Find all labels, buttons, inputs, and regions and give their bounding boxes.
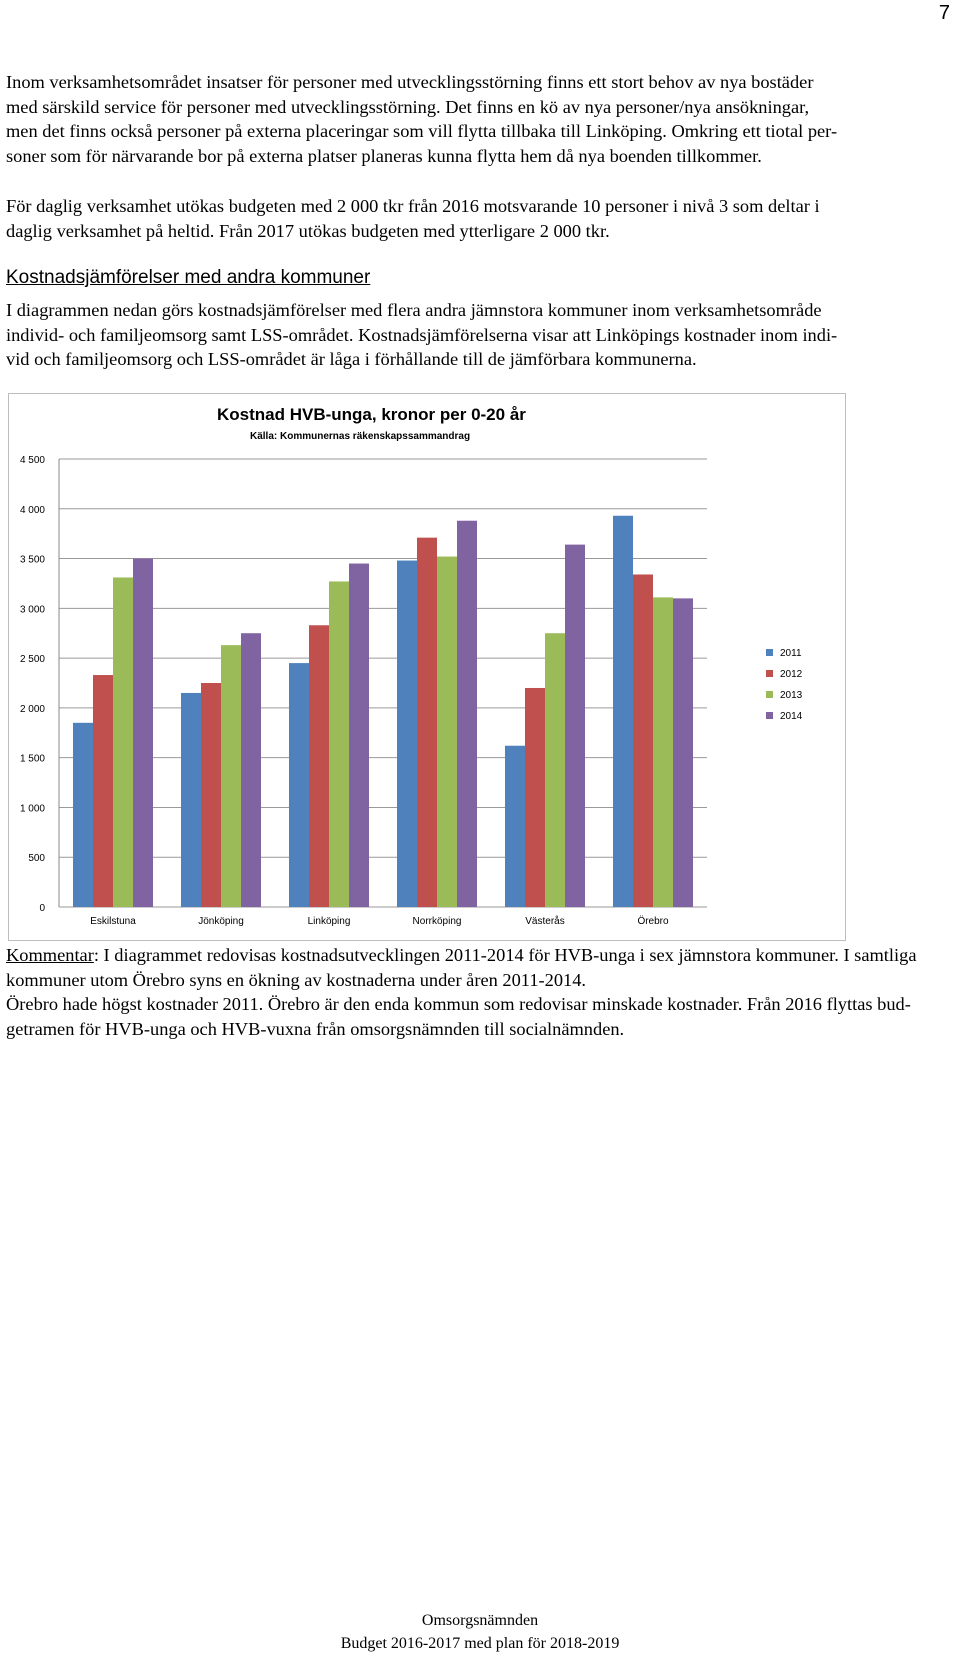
bar-2012 xyxy=(93,675,113,907)
text-line: daglig verksamhet på heltid. Från 2017 u… xyxy=(6,220,610,241)
text-line: Inom verksamhetsområdet insatser för per… xyxy=(6,72,814,92)
chart-title: Kostnad HVB-unga, kronor per 0-20 år xyxy=(217,405,526,424)
y-tick-label: 4 500 xyxy=(20,455,45,466)
x-tick-label: Västerås xyxy=(525,915,564,927)
bar-2014 xyxy=(565,544,585,907)
text-line: soner som för närvarande bor på externa … xyxy=(6,145,762,166)
y-tick-label: 1 500 xyxy=(20,754,45,765)
hvb-cost-chart: 0 500 1 000 1 500 2 000 2 500 3 000 3 500 4 000 4… xyxy=(8,393,846,941)
comment-line: getramen för HVB-unga och HVB-vuxna från… xyxy=(6,1018,625,1039)
comment-line: Kommentar: I diagrammet redovisas kostna… xyxy=(6,943,951,968)
chart-canvas: 0 500 1 000 1 500 2 000 2 500 3 000 3 500 4 000 4… xyxy=(20,405,803,927)
y-tick-label: 0 xyxy=(39,903,45,914)
bar-2014 xyxy=(673,598,693,907)
bar-2011 xyxy=(289,663,309,907)
bar-2011 xyxy=(397,560,417,907)
bar-2011 xyxy=(613,515,633,907)
bar-2014 xyxy=(133,558,153,907)
footer-budget-title: Budget 2016-2017 med plan för 2018-2019 xyxy=(340,1635,620,1652)
bar-2014 xyxy=(349,563,369,907)
bar-2014 xyxy=(457,520,477,907)
page-number: 7 xyxy=(938,2,950,24)
legend-swatch-2014 xyxy=(766,712,773,719)
bar-2012 xyxy=(309,625,329,907)
text-line: individ- och familjeomsorg samt LSS-områ… xyxy=(6,324,838,345)
legend-label: 2014 xyxy=(780,711,803,722)
x-tick-label: Eskilstuna xyxy=(90,916,136,927)
text-line: men det finns också personer på externa … xyxy=(6,121,838,141)
y-tick-label: 2 000 xyxy=(20,704,45,715)
bar-2012 xyxy=(525,687,545,907)
legend-swatch-2011 xyxy=(766,649,773,656)
chart-subtitle: Källa: Kommunernas räkenskapssammandrag xyxy=(250,431,470,442)
bar-2013 xyxy=(653,597,673,907)
y-tick-label: 4 000 xyxy=(20,505,45,516)
legend-label: 2011 xyxy=(780,648,802,659)
bar-2012 xyxy=(633,574,653,907)
footer-organization: Omsorgsnämnden xyxy=(421,1612,539,1629)
bar-2013 xyxy=(329,581,349,907)
y-tick-label: 3 500 xyxy=(20,555,45,566)
chart-comment: Kommentar: I diagrammet redovisas kostna… xyxy=(6,943,951,1041)
legend-swatch-2013 xyxy=(766,691,773,698)
y-tick-label: 2 500 xyxy=(20,654,45,665)
text-line: För daglig verksamhet utökas budgeten me… xyxy=(6,196,820,216)
bar-2013 xyxy=(113,577,133,907)
bar-2014 xyxy=(241,633,261,907)
text-line: I diagrammen nedan görs kostnadsjämförel… xyxy=(6,300,822,320)
comment-label: Kommentar xyxy=(6,945,94,965)
x-tick-label: Örebro xyxy=(637,915,669,927)
x-tick-label: Linköping xyxy=(308,916,351,927)
section-heading: Kostnadsjämförelser med andra kommuner xyxy=(6,267,371,288)
x-tick-label: Norrköping xyxy=(413,916,462,927)
x-tick-label: Jönköping xyxy=(198,916,244,927)
comment-text: : I diagrammet redovisas kostnadsutveckl… xyxy=(93,945,917,965)
bar-2011 xyxy=(73,722,93,907)
legend-swatch-2012 xyxy=(766,670,773,677)
legend-label: 2013 xyxy=(780,690,803,701)
y-tick-label: 500 xyxy=(28,853,45,864)
bar-2011 xyxy=(181,692,201,907)
bar-2013 xyxy=(437,556,457,907)
bar-2012 xyxy=(417,537,437,907)
bar-2013 xyxy=(545,633,565,907)
comment-line: Örebro hade högst kostnader 2011. Örebro… xyxy=(6,994,911,1014)
paragraph-daily-activity: För daglig verksamhet utökas budgeten me… xyxy=(6,194,951,243)
bar-2011 xyxy=(505,745,525,907)
legend-label: 2012 xyxy=(780,669,803,680)
bar-2013 xyxy=(221,645,241,907)
paragraph-housing: Inom verksamhetsområdet insatser för per… xyxy=(6,70,951,168)
y-tick-label: 1 000 xyxy=(20,803,45,814)
text-line: med särskild service för personer med ut… xyxy=(6,96,810,117)
y-tick-label: 3 000 xyxy=(20,604,45,615)
comment-line: kommuner utom Örebro syns en ökning av k… xyxy=(6,969,587,990)
paragraph-cost-comparison: I diagrammen nedan görs kostnadsjämförel… xyxy=(6,298,951,372)
text-line: vid och familjeomsorg och LSS-området är… xyxy=(6,349,697,369)
bar-2012 xyxy=(201,683,221,907)
